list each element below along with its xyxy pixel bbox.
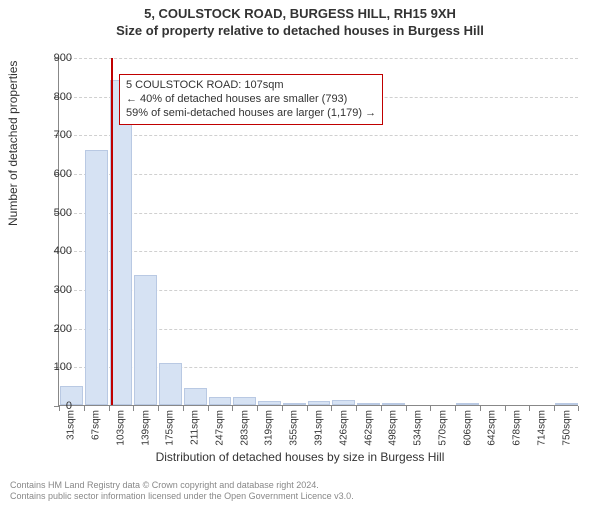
gridline [59, 135, 578, 136]
histogram-bar [283, 403, 306, 405]
annotation-line-2: ← 40% of detached houses are smaller (79… [126, 92, 376, 106]
xtick-mark [257, 406, 258, 411]
xtick-mark [183, 406, 184, 411]
annotation-line-3: 59% of semi-detached houses are larger (… [126, 106, 376, 120]
xtick-label: 67sqm [91, 410, 102, 440]
footer-attribution: Contains HM Land Registry data © Crown c… [10, 480, 354, 502]
xtick-label: 750sqm [561, 410, 572, 446]
xtick-label: 570sqm [437, 410, 448, 446]
ytick-label: 200 [32, 323, 72, 335]
histogram-bar [382, 403, 405, 405]
ytick-label: 800 [32, 91, 72, 103]
chart-area: 31sqm67sqm103sqm139sqm175sqm211sqm247sqm… [58, 58, 578, 406]
xtick-mark [529, 406, 530, 411]
ytick-label: 100 [32, 361, 72, 373]
ytick-label: 0 [32, 400, 72, 412]
xtick-label: 175sqm [165, 410, 176, 446]
xtick-mark [84, 406, 85, 411]
footer-line-1: Contains HM Land Registry data © Crown c… [10, 480, 354, 491]
xtick-label: 247sqm [214, 410, 225, 446]
page-subtitle: Size of property relative to detached ho… [0, 23, 600, 38]
subject-marker-line [111, 58, 113, 405]
xtick-label: 534sqm [413, 410, 424, 446]
xtick-label: 211sqm [190, 410, 201, 445]
xtick-label: 606sqm [462, 410, 473, 446]
chart-container: 5, COULSTOCK ROAD, BURGESS HILL, RH15 9X… [0, 6, 600, 506]
histogram-bar [85, 150, 108, 405]
histogram-bar [555, 403, 578, 405]
histogram-bar [456, 403, 479, 405]
xtick-mark [158, 406, 159, 411]
xtick-mark [331, 406, 332, 411]
gridline [59, 58, 578, 59]
xtick-label: 678sqm [512, 410, 523, 446]
footer-line-2: Contains public sector information licen… [10, 491, 354, 502]
xtick-mark [232, 406, 233, 411]
xtick-mark [406, 406, 407, 411]
xtick-label: 714sqm [536, 410, 547, 446]
xtick-mark [455, 406, 456, 411]
page-title: 5, COULSTOCK ROAD, BURGESS HILL, RH15 9X… [0, 6, 600, 21]
ytick-label: 600 [32, 168, 72, 180]
xtick-label: 642sqm [487, 410, 498, 446]
xtick-label: 31sqm [66, 410, 77, 440]
histogram-bar [184, 388, 207, 405]
ytick-label: 500 [32, 207, 72, 219]
xtick-mark [430, 406, 431, 411]
xtick-mark [282, 406, 283, 411]
xtick-label: 103sqm [115, 410, 126, 446]
xtick-label: 462sqm [363, 410, 374, 446]
xtick-mark [480, 406, 481, 411]
gridline [59, 251, 578, 252]
ytick-label: 300 [32, 284, 72, 296]
histogram-bar [233, 397, 256, 405]
x-axis-title: Distribution of detached houses by size … [0, 450, 600, 464]
xtick-mark [356, 406, 357, 411]
gridline [59, 174, 578, 175]
xtick-label: 319sqm [264, 410, 275, 446]
histogram-bar [332, 400, 355, 405]
annotation-box: 5 COULSTOCK ROAD: 107sqm← 40% of detache… [119, 74, 383, 125]
xtick-mark [554, 406, 555, 411]
ytick-label: 900 [32, 52, 72, 64]
xtick-mark [381, 406, 382, 411]
ytick-label: 700 [32, 129, 72, 141]
histogram-bar [308, 401, 331, 405]
xtick-mark [505, 406, 506, 411]
histogram-bar [159, 363, 182, 405]
annotation-line-1: 5 COULSTOCK ROAD: 107sqm [126, 78, 376, 92]
gridline [59, 213, 578, 214]
histogram-bar [209, 397, 232, 406]
xtick-label: 283sqm [239, 410, 250, 446]
plot-area: 31sqm67sqm103sqm139sqm175sqm211sqm247sqm… [58, 58, 578, 406]
xtick-label: 355sqm [289, 410, 300, 446]
ytick-label: 400 [32, 245, 72, 257]
y-axis-title: Number of detached properties [6, 61, 20, 226]
xtick-mark [307, 406, 308, 411]
xtick-mark [208, 406, 209, 411]
xtick-mark [578, 406, 579, 411]
xtick-mark [109, 406, 110, 411]
histogram-bar [258, 401, 281, 405]
xtick-label: 391sqm [314, 410, 325, 446]
xtick-label: 498sqm [388, 410, 399, 446]
histogram-bar [357, 403, 380, 405]
histogram-bar [134, 275, 157, 405]
xtick-mark [133, 406, 134, 411]
xtick-label: 139sqm [140, 410, 151, 446]
xtick-label: 426sqm [338, 410, 349, 446]
